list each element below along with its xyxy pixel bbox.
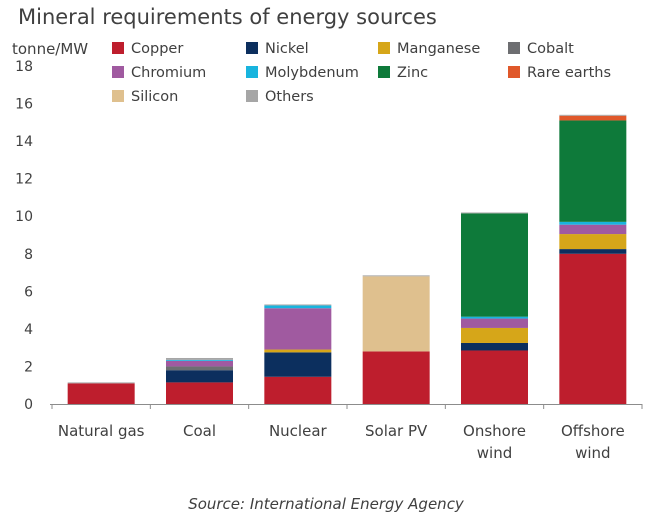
legend-swatch-zinc bbox=[378, 66, 390, 78]
bar-group-nuclear bbox=[264, 304, 332, 404]
legend-item-rare-earths: Rare earths bbox=[508, 65, 611, 81]
bar-segment-offshore-wind-nickel bbox=[559, 249, 627, 254]
legend-label-rare-earths: Rare earths bbox=[527, 65, 611, 81]
x-category-label-nuclear: Nuclear bbox=[269, 422, 328, 440]
legend-swatch-cobalt bbox=[508, 42, 520, 54]
bar-segment-offshore-wind-rare-earths bbox=[559, 115, 627, 121]
y-tick-label-2: 2 bbox=[24, 359, 33, 375]
y-tick-label-10: 10 bbox=[15, 209, 33, 225]
legend-item-cobalt: Cobalt bbox=[508, 41, 574, 57]
legend-item-nickel: Nickel bbox=[246, 41, 309, 57]
bar-segment-nuclear-nickel bbox=[264, 352, 332, 377]
legend-item-zinc: Zinc bbox=[378, 65, 428, 81]
y-tick-label-8: 8 bbox=[24, 247, 33, 263]
bar-segment-nuclear-copper bbox=[264, 376, 332, 404]
y-tick-label-18: 18 bbox=[15, 59, 33, 75]
bar-segment-offshore-wind-chromium bbox=[559, 224, 627, 235]
bar-segment-onshore-wind-manganese bbox=[461, 327, 528, 343]
x-category-label-coal: Coal bbox=[183, 422, 216, 440]
bar-segment-natural-gas-copper bbox=[67, 383, 135, 404]
bar-segment-nuclear-molybdenum bbox=[264, 305, 332, 309]
legend-label-others: Others bbox=[265, 89, 314, 105]
legend-label-copper: Copper bbox=[131, 41, 183, 57]
bar-segment-coal-copper bbox=[166, 382, 233, 404]
bar-segment-nuclear-manganese bbox=[264, 349, 332, 353]
bar-group-solar-pv bbox=[362, 275, 430, 404]
bar-segment-onshore-wind-zinc bbox=[461, 213, 528, 317]
legend-label-molybdenum: Molybdenum bbox=[265, 65, 359, 81]
legend-swatch-nickel bbox=[246, 42, 258, 54]
bar-segment-onshore-wind-nickel bbox=[461, 342, 528, 351]
y-axis-unit-label: tonne/MW bbox=[12, 40, 88, 58]
bar-segment-onshore-wind-chromium bbox=[461, 318, 528, 328]
bar-segment-offshore-wind-copper bbox=[559, 253, 627, 404]
legend-label-silicon: Silicon bbox=[131, 89, 178, 105]
x-category-label-offshore-wind: Offshore wind bbox=[561, 422, 625, 462]
bar-segment-natural-gas-others bbox=[67, 382, 135, 384]
legend-item-molybdenum: Molybdenum bbox=[246, 65, 359, 81]
legend-item-manganese: Manganese bbox=[378, 41, 480, 57]
legend-item-others: Others bbox=[246, 89, 314, 105]
bar-segment-solar-pv-silicon bbox=[362, 276, 430, 352]
bar-segment-offshore-wind-molybdenum bbox=[559, 221, 627, 225]
legend-label-zinc: Zinc bbox=[397, 65, 428, 81]
bar-segment-onshore-wind-copper bbox=[461, 350, 528, 404]
legend-label-chromium: Chromium bbox=[131, 65, 206, 81]
bar-group-offshore-wind bbox=[559, 114, 627, 404]
legend-label-nickel: Nickel bbox=[265, 41, 309, 57]
bar-segment-coal-molybdenum bbox=[166, 359, 233, 361]
legend-swatch-manganese bbox=[378, 42, 390, 54]
bar-segment-nuclear-others bbox=[264, 304, 332, 306]
bar-segment-coal-chromium bbox=[166, 360, 233, 367]
y-tick-label-16: 16 bbox=[15, 97, 33, 113]
x-category-label-onshore-wind: Onshore wind bbox=[463, 422, 526, 462]
bar-segment-offshore-wind-manganese bbox=[559, 234, 627, 250]
bar-group-onshore-wind bbox=[461, 212, 528, 404]
legend-swatch-silicon bbox=[112, 90, 124, 102]
bar-segment-offshore-wind-others bbox=[559, 114, 627, 116]
chart-title: Mineral requirements of energy sources bbox=[18, 5, 437, 29]
y-tick-label-0: 0 bbox=[24, 397, 33, 413]
legend-label-cobalt: Cobalt bbox=[527, 41, 574, 57]
legend: Copper Nickel Manganese Cobalt Chromium Molyb… bbox=[112, 41, 611, 105]
bar-group-natural-gas bbox=[67, 382, 135, 404]
bar-segment-onshore-wind-others bbox=[461, 212, 528, 214]
y-tick-label-14: 14 bbox=[15, 134, 33, 150]
source-note: Source: International Energy Agency bbox=[188, 495, 465, 513]
legend-item-chromium: Chromium bbox=[112, 65, 206, 81]
bar-segment-coal-cobalt bbox=[166, 366, 233, 371]
bar-segment-coal-others bbox=[166, 357, 233, 360]
legend-item-copper: Copper bbox=[112, 41, 183, 57]
legend-swatch-rare-earths bbox=[508, 66, 520, 78]
legend-label-manganese: Manganese bbox=[397, 41, 480, 57]
bar-segment-solar-pv-copper bbox=[362, 351, 430, 404]
y-tick-label-4: 4 bbox=[24, 322, 33, 338]
bar-segment-solar-pv-others bbox=[362, 275, 430, 277]
x-category-label-solar-pv: Solar PV bbox=[365, 422, 428, 440]
bar-segment-nuclear-chromium bbox=[264, 308, 332, 350]
bars bbox=[67, 114, 627, 404]
y-tick-label-12: 12 bbox=[15, 172, 33, 188]
legend-swatch-chromium bbox=[112, 66, 124, 78]
bar-segment-onshore-wind-molybdenum bbox=[461, 316, 528, 319]
y-tick-label-6: 6 bbox=[24, 284, 33, 300]
bar-segment-coal-nickel bbox=[166, 370, 233, 383]
x-category-label-natural-gas: Natural gas bbox=[58, 422, 145, 440]
legend-swatch-copper bbox=[112, 42, 124, 54]
legend-swatch-molybdenum bbox=[246, 66, 258, 78]
legend-swatch-others bbox=[246, 90, 258, 102]
bar-segment-offshore-wind-zinc bbox=[559, 120, 627, 222]
bar-group-coal bbox=[166, 357, 233, 404]
x-axis: Natural gas Coal Nuclear Solar PV Onshore win… bbox=[50, 404, 643, 462]
legend-item-silicon: Silicon bbox=[112, 89, 178, 105]
y-axis-ticks: 0 2 4 6 8 10 12 14 16 18 bbox=[15, 59, 33, 413]
